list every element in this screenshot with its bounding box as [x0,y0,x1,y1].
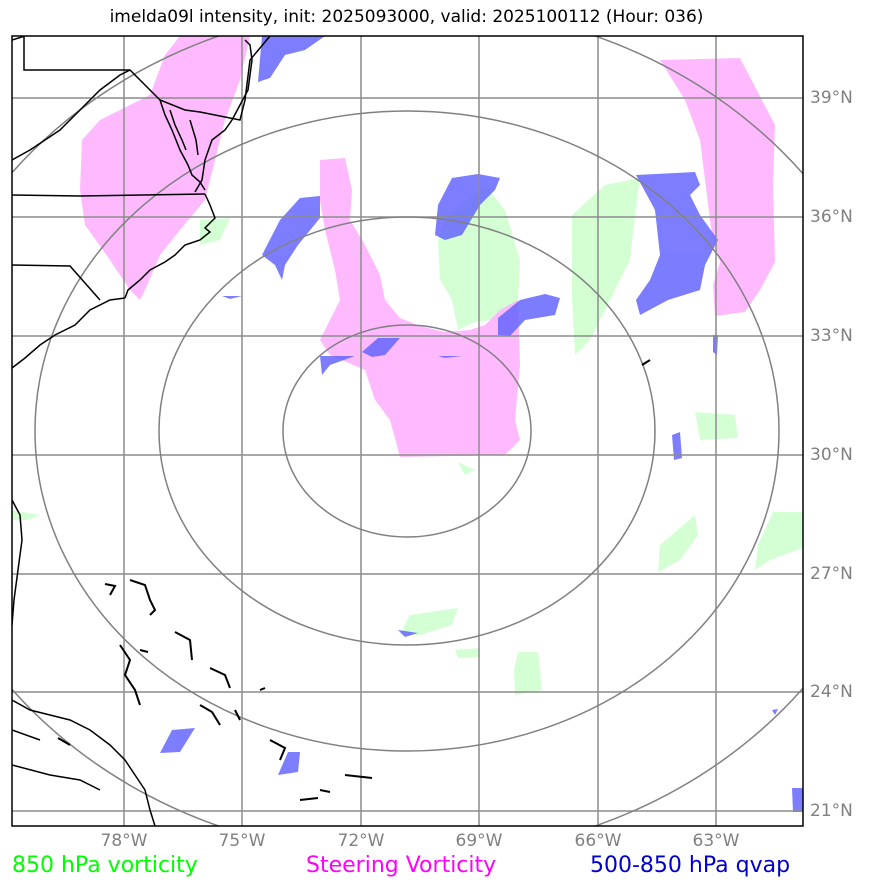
graticule [12,36,803,826]
islands [57,359,651,801]
lon-label-78w: 78°W [100,831,148,851]
lon-label-75w: 75°W [218,831,266,851]
lon-label-69w: 69°W [455,831,503,851]
lat-label-27n: 27°N [810,564,853,584]
range-rings [12,36,803,826]
lon-label-72w: 72°W [337,831,385,851]
lat-label-24n: 24°N [810,682,853,702]
legend-steering-vorticity: Steering Vorticity [306,853,497,878]
steering-vorticity-contours [80,36,775,457]
lat-label-39n: 39°N [810,88,853,108]
lat-label-30n: 30°N [810,445,853,465]
legend-850-vorticity: 850 hPa vorticity [12,853,198,878]
qvap-contours [160,36,803,812]
lat-label-36n: 36°N [810,207,853,227]
map-title: imelda09l intensity, init: 2025093000, v… [109,7,704,27]
lon-label-63w: 63°W [692,831,740,851]
lat-label-33n: 33°N [810,326,853,346]
lon-label-66w: 66°W [574,831,622,851]
lat-label-21n: 21°N [810,801,853,821]
coastlines [12,36,271,826]
map-frame [11,35,804,827]
legend-qvap: 500-850 hPa qvap [590,853,791,878]
